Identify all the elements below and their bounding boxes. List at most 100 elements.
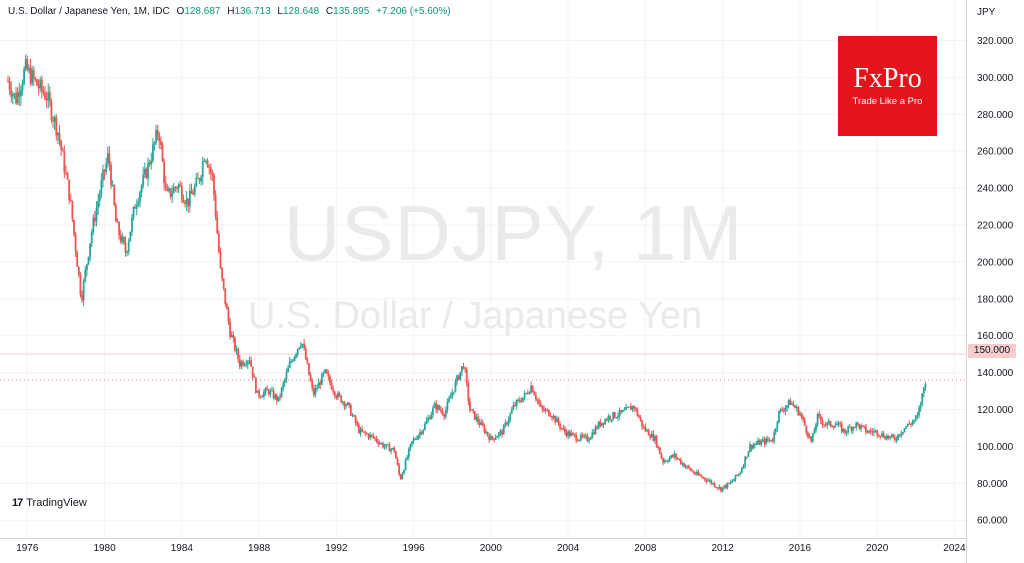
candle-body — [234, 337, 236, 351]
x-tick-label: 1992 — [325, 543, 348, 554]
x-tick-label: 2020 — [866, 543, 889, 554]
candle-body — [330, 382, 333, 390]
candle-body — [832, 426, 835, 428]
candle-body — [589, 437, 592, 440]
candle-body — [317, 382, 320, 389]
candle-body — [742, 465, 745, 469]
candle-body — [338, 392, 341, 396]
candle-body — [197, 177, 199, 179]
x-tick-label: 1988 — [248, 543, 271, 554]
candle-body — [219, 251, 222, 268]
candle-body — [544, 409, 547, 411]
candle-body — [279, 396, 281, 398]
x-tick-label: 2012 — [712, 543, 735, 554]
candle-body — [319, 382, 322, 385]
x-tick-label: 2004 — [557, 543, 580, 554]
candle-body — [713, 483, 716, 487]
candle-body — [242, 361, 244, 366]
candle-body — [63, 151, 66, 173]
candle-body — [889, 436, 891, 439]
candle-body — [214, 194, 217, 218]
symbol-label[interactable]: U.S. Dollar / Japanese Yen, 1M, IDC — [8, 6, 170, 17]
candle-body — [295, 353, 298, 357]
candle-body — [496, 436, 499, 438]
candle-body — [697, 472, 700, 476]
candle-body — [82, 280, 85, 301]
candle-body — [807, 432, 809, 437]
candle-body — [248, 360, 251, 362]
candle-body — [765, 438, 767, 444]
candle-body — [10, 89, 13, 97]
grid — [0, 0, 966, 538]
x-tick-label: 2008 — [634, 543, 657, 554]
candle-body — [188, 190, 191, 207]
y-tick-label: 200.000 — [977, 257, 1014, 268]
candle-body — [208, 166, 211, 168]
candle-body — [169, 188, 172, 197]
candle-body — [517, 399, 520, 401]
candle-body — [90, 231, 93, 244]
candle-body — [403, 470, 405, 474]
candle-body — [201, 161, 204, 177]
candle-body — [399, 474, 402, 480]
candle-body — [908, 423, 911, 425]
candle-body — [303, 343, 306, 349]
x-tick-label: 2024 — [943, 543, 966, 554]
candle-body — [164, 183, 167, 188]
candles — [7, 54, 927, 493]
x-tick-label: 2000 — [480, 543, 503, 554]
candle-body — [187, 198, 190, 207]
candle-body — [312, 387, 315, 395]
x-tick-label: 2016 — [789, 543, 812, 554]
candle-body — [200, 176, 203, 182]
candle-body — [382, 443, 384, 448]
candle-body — [663, 460, 666, 463]
candle-body — [404, 459, 407, 471]
candle-body — [53, 117, 56, 122]
candle-body — [823, 424, 825, 426]
candle-body — [898, 434, 901, 436]
candle-body — [667, 461, 669, 463]
candle-body — [657, 446, 660, 448]
high-label: H — [227, 6, 235, 17]
candle-body — [918, 408, 920, 416]
candle-body — [728, 482, 730, 484]
candle-body — [786, 405, 788, 408]
candle-body — [613, 412, 616, 418]
candle-body — [206, 160, 209, 167]
candle-body — [263, 392, 265, 397]
candle-body — [646, 429, 648, 431]
candle-body — [676, 458, 679, 460]
candle-body — [124, 242, 127, 253]
candle-body — [721, 487, 724, 492]
candle-body — [745, 456, 748, 458]
candle-body — [460, 366, 463, 372]
candle-body — [345, 405, 347, 407]
candle-body — [477, 416, 479, 423]
candle-body — [506, 422, 508, 425]
candle-body — [687, 465, 690, 468]
candle-body — [647, 429, 650, 436]
candle-body — [692, 471, 695, 474]
candle-body — [539, 404, 542, 407]
candle-body — [308, 363, 310, 375]
price-level-badge: 150.000 — [968, 344, 1016, 358]
y-tick-label: 80.000 — [977, 479, 1008, 490]
candle-body — [873, 430, 875, 433]
candle-body — [559, 423, 561, 429]
candle-body — [412, 439, 415, 442]
candle-body — [304, 348, 307, 360]
candle-body — [277, 396, 280, 401]
tradingview-branding[interactable]: 17 TradingView — [12, 497, 87, 509]
x-tick-label: 1976 — [16, 543, 39, 554]
candle-body — [203, 161, 206, 163]
candle-body — [296, 348, 299, 354]
candle-body — [333, 391, 336, 396]
candle-body — [454, 381, 457, 392]
candle-body — [394, 451, 397, 459]
candle-body — [177, 184, 180, 189]
candle-body — [116, 221, 119, 223]
candle-body — [174, 187, 177, 189]
candle-body — [691, 470, 693, 472]
